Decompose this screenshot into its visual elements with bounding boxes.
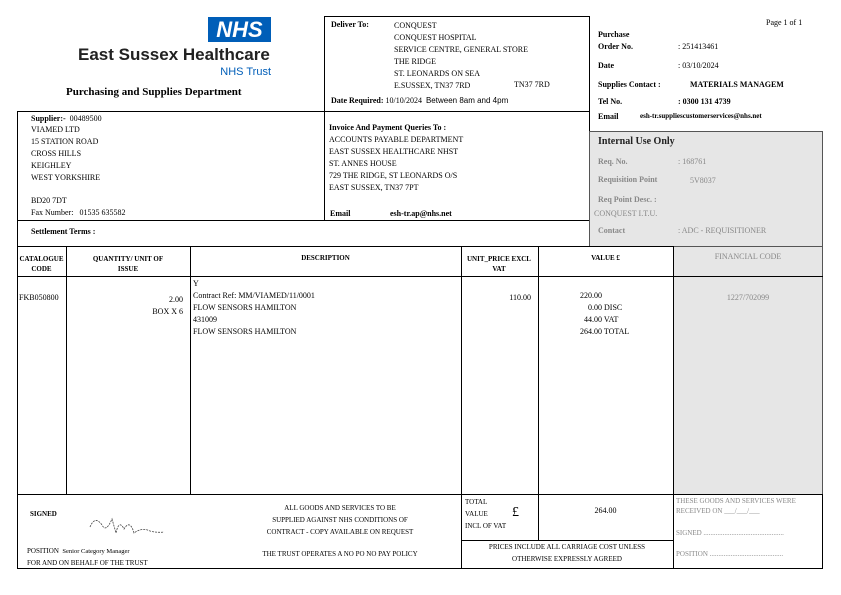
contact-label: Supplies Contact : bbox=[598, 80, 661, 89]
order-date: : 03/10/2024 bbox=[678, 61, 719, 70]
header-quantity: QUANTITY/ UNIT OF ISSUE bbox=[92, 255, 164, 273]
page-number: Page 1 of 1 bbox=[766, 18, 803, 27]
received-position: POSITION ...............................… bbox=[676, 550, 784, 558]
tel: : 0300 131 4739 bbox=[678, 97, 731, 106]
department: Purchasing and Supplies Department bbox=[66, 86, 242, 98]
point-label: Requisition Point bbox=[598, 175, 658, 184]
supplier-postcode: BD20 7DT bbox=[31, 196, 67, 205]
invoice-address: ACCOUNTS PAYABLE DEPARTMENT EAST SUSSEX H… bbox=[329, 135, 464, 192]
tel-label: Tel No. bbox=[598, 97, 623, 106]
received-signed: SIGNED .................................… bbox=[676, 529, 784, 537]
order-no: : 251413461 bbox=[678, 42, 719, 51]
invoice-label: Invoice And Payment Queries To : bbox=[329, 123, 447, 132]
internal-contact-label: Contact bbox=[598, 226, 626, 235]
header-value: VALUE £ bbox=[591, 254, 620, 262]
date-required-label: Date Required: bbox=[331, 96, 384, 105]
invoice-email-label: Email bbox=[330, 209, 351, 218]
financial-code: 1227/702099 bbox=[726, 293, 770, 302]
header-description: DESCRIPTION bbox=[301, 254, 350, 262]
date-required: 10/10/2024 bbox=[385, 96, 422, 105]
supplier-box bbox=[17, 111, 590, 247]
pound-sign: £ bbox=[512, 505, 519, 520]
header-catalogue: CATALOGUE CODE bbox=[19, 255, 64, 273]
deliver-postcode: TN37 7RD bbox=[514, 80, 550, 89]
internal-title: Internal Use Only bbox=[598, 136, 675, 147]
req-label: Req. No. bbox=[598, 157, 628, 166]
total-label: TOTAL VALUE INCL OF VAT bbox=[465, 498, 507, 530]
req-no: : 168761 bbox=[678, 157, 707, 166]
catalogue-code: FKB050800 bbox=[19, 293, 59, 302]
internal-contact: : ADC - REQUISITIONER bbox=[678, 226, 767, 235]
position: Senior Category Manager bbox=[62, 548, 130, 555]
supplier-address: VIAMED LTD 15 STATION ROAD CROSS HILLS KEIG… bbox=[31, 125, 101, 182]
description: Y Contract Ref: MM/VIAMED/11/0001 FLOW SEN… bbox=[193, 279, 315, 336]
value-breakdown: 220.00 0.00 DISC 44.00 VAT 264.00 TOTAL bbox=[580, 291, 630, 336]
order-email[interactable]: esh-tr.suppliescustomerservices@nhs.net bbox=[640, 112, 762, 120]
fax: 01535 635582 bbox=[79, 208, 126, 217]
org-name: East Sussex Healthcare bbox=[78, 45, 270, 64]
signature-image bbox=[89, 517, 165, 534]
supplier-label: Supplier:- bbox=[31, 114, 66, 123]
fax-label: Fax Number: bbox=[31, 208, 74, 217]
behalf: FOR AND ON BEHALF OF THE TRUST bbox=[27, 559, 148, 567]
carriage-note: PRICES INCLUDE ALL CARRIAGE COST UNLESS O… bbox=[488, 543, 646, 563]
nhs-logo: NHS bbox=[208, 17, 271, 42]
date-label: Date bbox=[598, 61, 614, 70]
invoice-email[interactable]: esh-tr.ap@nhs.net bbox=[390, 209, 452, 218]
supplies-contact: MATERIALS MANAGEM bbox=[690, 80, 784, 89]
total-value: 264.00 bbox=[594, 506, 617, 515]
requisition-point: 5V8037 bbox=[690, 176, 716, 185]
req-point-desc: CONQUEST I.T.U. bbox=[594, 209, 658, 218]
supplier-code: 00489500 bbox=[69, 114, 102, 123]
header-unit-price: UNIT_PRICE EXCL VAT bbox=[467, 255, 531, 273]
settlement-terms: Settlement Terms : bbox=[31, 227, 96, 236]
unit-price: 110.00 bbox=[509, 293, 531, 302]
deliver-label: Deliver To: bbox=[331, 20, 369, 29]
received-on: THESE GOODS AND SERVICES WERE RECEIVED O… bbox=[676, 497, 796, 515]
deliver-address: CONQUEST CONQUEST HOSPITAL SERVICE CENTRE,… bbox=[394, 21, 529, 90]
po-policy: THE TRUST OPERATES A NO PO NO PAY POLICY bbox=[262, 550, 418, 558]
order-label: Order No. bbox=[598, 42, 633, 51]
desc-label: Req Point Desc. : bbox=[598, 195, 657, 204]
delivery-window: Between 8am and 4pm bbox=[425, 96, 509, 105]
email-label: Email bbox=[598, 112, 619, 121]
unit-of-issue: BOX X 6 bbox=[152, 307, 183, 316]
signed-label: SIGNED bbox=[30, 510, 57, 518]
quantity: 2.00 bbox=[169, 295, 183, 304]
position-label: POSITION bbox=[27, 547, 59, 555]
contract-terms: ALL GOODS AND SERVICES TO BE SUPPLIED AGA… bbox=[266, 504, 414, 536]
trust-name: NHS Trust bbox=[220, 66, 271, 78]
header-financial-code: FINANCIAL CODE bbox=[714, 252, 782, 261]
purchase-label: Purchase bbox=[598, 30, 630, 39]
